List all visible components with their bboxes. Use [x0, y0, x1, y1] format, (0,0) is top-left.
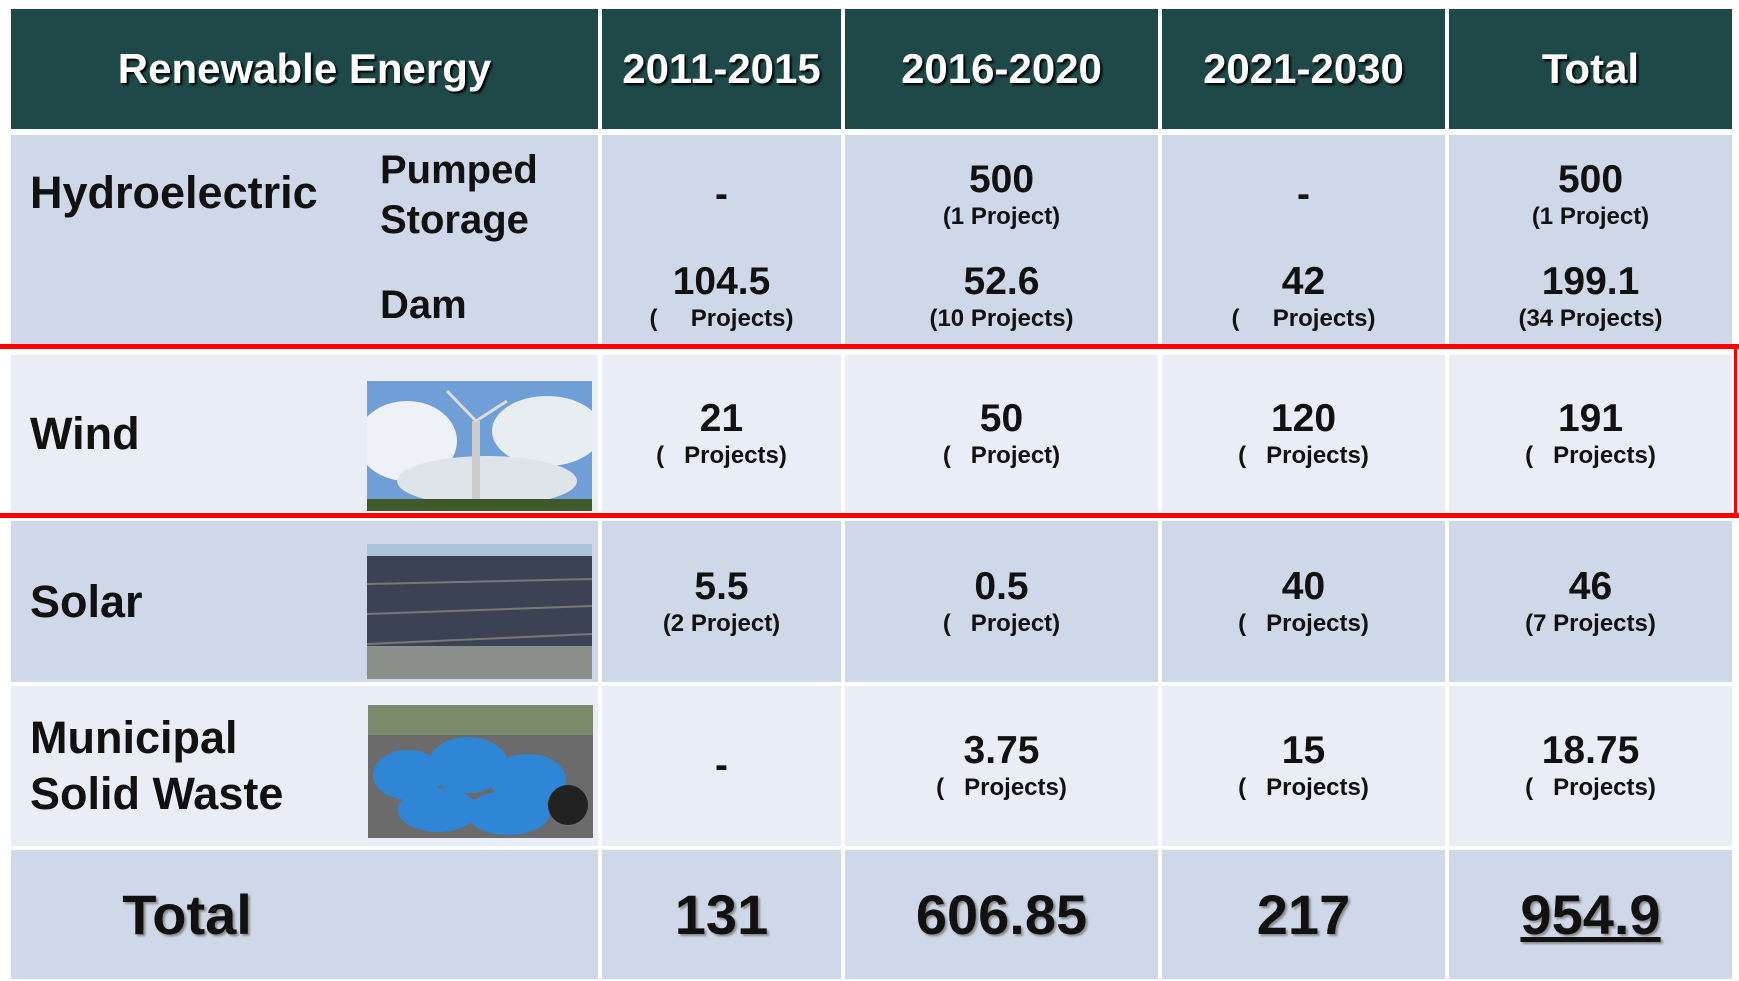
value-cell: 5.5(2 Project): [602, 521, 841, 682]
project-count: ( Project): [943, 609, 1060, 639]
value: 52.6: [964, 260, 1040, 304]
value-cell: 18.75( Projects): [1449, 686, 1732, 846]
value: 21: [700, 397, 743, 441]
project-count: ( Projects): [1238, 773, 1369, 803]
project-count: ( Projects): [1525, 441, 1656, 471]
header-cell: 2016-2020: [845, 9, 1158, 129]
value-cell: 104.5( Projects): [602, 250, 841, 344]
value-cell: 40( Projects): [1162, 521, 1445, 682]
header-cell: 2011-2015: [602, 9, 841, 129]
row-label: Solar: [30, 574, 330, 630]
value: -: [715, 744, 728, 788]
total-value: 954.9: [1449, 850, 1732, 979]
value-cell: 3.75( Projects): [845, 686, 1158, 846]
value: 191: [1558, 397, 1623, 441]
value: 5.5: [694, 565, 748, 609]
value-cell: -: [602, 686, 841, 846]
slide-table: Renewable Energy2011-20152016-20202021-2…: [0, 0, 1739, 981]
project-count: (1 Project): [1532, 202, 1649, 232]
value-cell: 52.6(10 Projects): [845, 250, 1158, 344]
header-cell: Renewable Energy: [11, 9, 598, 129]
sub-label: Pumped Storage: [380, 145, 580, 245]
value-cell: 50( Project): [845, 355, 1158, 512]
highlight-line: [0, 513, 1739, 518]
value-cell: 0.5( Project): [845, 521, 1158, 682]
row-label: Wind: [30, 406, 330, 462]
project-count: ( Projects): [1238, 609, 1369, 639]
value-cell: 46(7 Projects): [1449, 521, 1732, 682]
project-count: ( Projects): [1238, 441, 1369, 471]
value-cell: 120( Projects): [1162, 355, 1445, 512]
total-value: 131: [602, 850, 841, 979]
value: -: [1297, 173, 1310, 217]
project-count: ( Projects): [1525, 773, 1656, 803]
project-count: (2 Project): [663, 609, 780, 639]
value: 3.75: [964, 729, 1040, 773]
project-count: ( Projects): [1231, 304, 1375, 334]
project-count: (7 Projects): [1525, 609, 1656, 639]
value-cell: 199.1(34 Projects): [1449, 250, 1732, 344]
value: 42: [1282, 260, 1325, 304]
value-cell: 500(1 Project): [845, 140, 1158, 250]
project-count: (1 Project): [943, 202, 1060, 232]
value: 199.1: [1542, 260, 1640, 304]
project-count: ( Project): [943, 441, 1060, 471]
value: -: [715, 173, 728, 217]
value: 120: [1271, 397, 1336, 441]
value-cell: 191( Projects): [1449, 355, 1732, 512]
value-cell: 15( Projects): [1162, 686, 1445, 846]
highlight-edge: [1734, 344, 1737, 518]
project-count: (10 Projects): [929, 304, 1073, 334]
total-value: 217: [1162, 850, 1445, 979]
value-cell: -: [1162, 140, 1445, 250]
value: 46: [1569, 565, 1612, 609]
value: 500: [1558, 158, 1623, 202]
highlight-line: [0, 344, 1739, 349]
sub-label: Dam: [380, 280, 580, 330]
value: 0.5: [974, 565, 1028, 609]
waste-photo: [368, 705, 593, 838]
total-value: 606.85: [845, 850, 1158, 979]
project-count: ( Projects): [656, 441, 787, 471]
solar-photo: [367, 544, 592, 679]
value-cell: 21( Projects): [602, 355, 841, 512]
value: 500: [969, 158, 1034, 202]
value: 18.75: [1542, 729, 1640, 773]
value-cell: 500(1 Project): [1449, 140, 1732, 250]
value: 40: [1282, 565, 1325, 609]
project-count: ( Projects): [649, 304, 793, 334]
project-count: (34 Projects): [1518, 304, 1662, 334]
header-cell: 2021-2030: [1162, 9, 1445, 129]
value: 104.5: [673, 260, 771, 304]
value: 50: [980, 397, 1023, 441]
project-count: ( Projects): [936, 773, 1067, 803]
header-cell: Total: [1449, 9, 1732, 129]
total-label: Total: [11, 850, 363, 979]
value-cell: -: [602, 140, 841, 250]
wind-photo: [367, 381, 592, 511]
row-label: Municipal Solid Waste: [30, 710, 330, 822]
value-cell: 42( Projects): [1162, 250, 1445, 344]
row-label: Hydroelectric: [30, 165, 318, 221]
value: 15: [1282, 729, 1325, 773]
